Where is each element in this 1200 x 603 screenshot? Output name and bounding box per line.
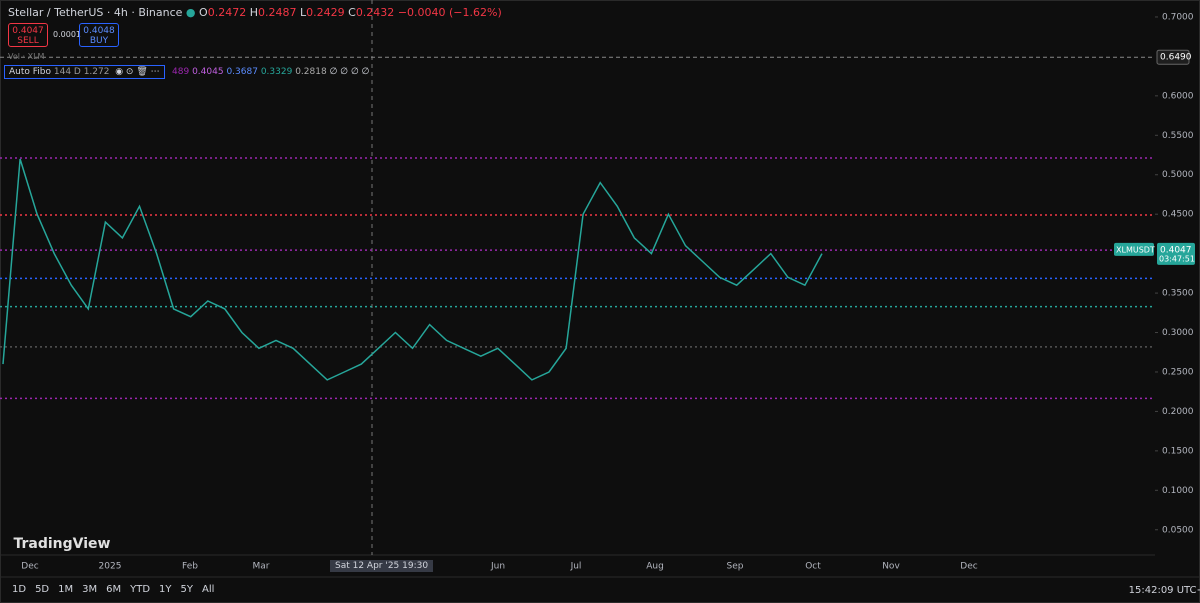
h-label: H — [249, 6, 258, 19]
x-tick-label: Aug — [646, 562, 664, 572]
h: 0.2487 — [257, 6, 297, 19]
indicator-values: 489 0.4045 0.3687 0.3329 0.2818 ∅ ∅ ∅ ∅ — [172, 67, 370, 77]
y-tick-label: 0.3000 — [1162, 328, 1194, 338]
sell-label: SELL — [17, 36, 39, 46]
c-label: C — [348, 6, 356, 19]
crosshair-label: Sat 12 Apr '25 19:30 — [330, 560, 434, 572]
timeframe-button[interactable]: 1D — [12, 584, 27, 595]
fib-value: 0.3687 — [226, 67, 258, 77]
buy-label: BUY — [89, 36, 109, 46]
l-label: L — [299, 6, 307, 19]
x-tick-label: Jul — [570, 562, 582, 572]
timeframe-button[interactable]: 1M — [58, 584, 74, 595]
y-tick-label: 0.4500 — [1162, 210, 1194, 220]
brand: TradingView — [14, 536, 111, 552]
buy-price: 0.4048 — [83, 26, 115, 36]
x-tick-label: Sep — [727, 562, 744, 572]
x-tick-label: Mar — [253, 562, 270, 572]
timeframe-button[interactable]: 3M — [82, 584, 98, 595]
change: −0.0040 (−1.62%) — [397, 6, 502, 19]
l: 0.2429 — [306, 6, 345, 19]
last-price-label: 0.4047 — [1160, 245, 1192, 255]
y-tick-label: 0.2000 — [1162, 407, 1194, 417]
o: 0.2472 — [207, 6, 247, 19]
hline-label-bg — [1156, 49, 1190, 65]
legend-header: Stellar / TetherUS · 4h · Binance ● O0.2… — [8, 6, 502, 19]
price-line — [2, 158, 823, 381]
y-tick-label: 0.5000 — [1162, 170, 1194, 180]
x-tick-label: Jun — [490, 562, 505, 572]
timeframe-button[interactable]: YTD — [130, 584, 151, 595]
fib-value: 0.2818 — [295, 67, 327, 77]
fib-extra: ∅ ∅ ∅ ∅ — [329, 67, 370, 77]
timeframe-button[interactable]: All — [202, 584, 215, 595]
last-price-bg — [1157, 242, 1195, 265]
last-price-countdown: 03:47:51 — [1159, 254, 1195, 263]
x-tick-label: Feb — [182, 562, 198, 572]
sell-price: 0.4047 — [12, 26, 44, 36]
x-tick-label: Nov — [882, 562, 900, 572]
timeframe-button[interactable]: 6M — [106, 584, 122, 595]
o-label: O — [199, 6, 208, 19]
timeframe-bar: 1D 5D 1M 3M 6M YTD 1Y 5Y All — [12, 584, 223, 595]
y-tick-label: 0.2500 — [1162, 367, 1194, 377]
x-tick-label: Oct — [805, 562, 821, 572]
x-tick-label: Dec — [21, 562, 38, 572]
y-tick-label: 0.0500 — [1162, 525, 1194, 535]
clock: 15:42:09 UTC+3:30 — [1129, 585, 1200, 596]
x-tick-label: 2025 — [99, 562, 122, 572]
symbol: Stellar / TetherUS · 4h · Binance — [8, 6, 183, 19]
y-tick-label: 0.7000 — [1162, 12, 1194, 22]
timeframe-button[interactable]: 1Y — [159, 584, 172, 595]
y-tick-label: 0.1500 — [1162, 446, 1194, 456]
fib-value: 489 — [172, 67, 190, 77]
y-tick-label: 0.1000 — [1162, 486, 1194, 496]
x-tick-label: Dec — [960, 562, 977, 572]
hline-label: 0.6490 — [1160, 53, 1192, 63]
symbol-tag: XLMUSDT — [1116, 245, 1155, 254]
volume-label: Vol · XLM — [8, 52, 45, 61]
timeframe-button[interactable]: 5D — [35, 584, 50, 595]
fib-value: 0.4045 — [192, 67, 224, 77]
indicator-name: Auto Fibo — [9, 67, 51, 77]
sell-button[interactable]: 0.4047 SELL — [8, 23, 48, 47]
y-tick-label: 0.3500 — [1162, 289, 1194, 299]
indicator-params: 144 D 1.272 — [53, 67, 110, 77]
fib-value: 0.3329 — [260, 67, 293, 77]
y-tick-label: 0.6000 — [1162, 91, 1194, 101]
spread: 0.0001 — [53, 30, 81, 39]
indicator-legend[interactable]: Auto Fibo 144 D 1.272 ◉ ⊙ 🗑 ⋯ — [4, 65, 165, 79]
symbol-tag-bg — [1114, 242, 1154, 256]
timeframe-button[interactable]: 5Y — [180, 584, 194, 595]
buy-button[interactable]: 0.4048 BUY — [79, 23, 119, 47]
y-tick-label: 0.5500 — [1162, 131, 1194, 141]
c: 0.2432 — [355, 6, 395, 19]
